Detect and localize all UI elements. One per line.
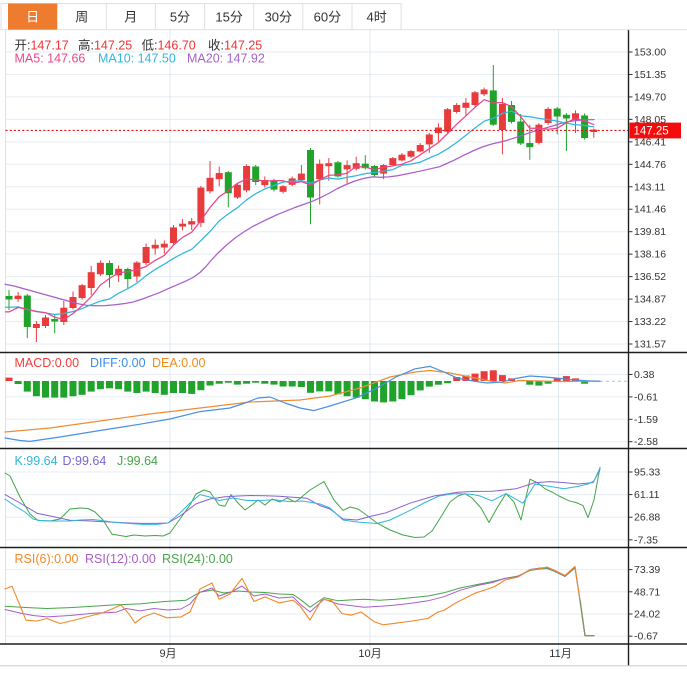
svg-text:133.22: 133.22 <box>634 316 666 328</box>
svg-text:-0.61: -0.61 <box>634 391 658 403</box>
svg-text:147.25: 147.25 <box>634 126 669 138</box>
svg-text:24.02: 24.02 <box>634 609 660 621</box>
svg-text:73.39: 73.39 <box>634 564 660 576</box>
svg-text:开:147.17高:147.25低:146.70收:147.: 开:147.17 高:147.25 低:146.70 收:147.25 <box>15 38 263 53</box>
svg-text:95.33: 95.33 <box>634 467 660 479</box>
svg-text:136.52: 136.52 <box>634 271 666 283</box>
svg-text:0.38: 0.38 <box>634 369 655 381</box>
svg-text:134.87: 134.87 <box>634 294 666 306</box>
svg-text:60分: 60分 <box>314 10 341 25</box>
svg-text:周: 周 <box>75 10 88 25</box>
svg-text:11月: 11月 <box>549 648 571 660</box>
svg-text:144.76: 144.76 <box>634 159 666 171</box>
svg-text:9月: 9月 <box>159 648 176 660</box>
svg-text:26.88: 26.88 <box>634 512 660 524</box>
svg-text:149.70: 149.70 <box>634 91 666 103</box>
svg-text:138.16: 138.16 <box>634 249 666 261</box>
svg-text:5分: 5分 <box>170 10 190 25</box>
svg-text:143.11: 143.11 <box>634 181 665 193</box>
svg-text:61.11: 61.11 <box>634 489 660 501</box>
svg-text:月: 月 <box>124 10 137 25</box>
svg-text:-0.67: -0.67 <box>634 631 658 643</box>
svg-text:4时: 4时 <box>366 10 386 25</box>
svg-text:-1.59: -1.59 <box>634 414 658 426</box>
svg-text:30分: 30分 <box>265 10 292 25</box>
svg-text:151.35: 151.35 <box>634 69 666 81</box>
svg-text:131.57: 131.57 <box>634 339 666 351</box>
svg-text:141.46: 141.46 <box>634 204 666 216</box>
svg-text:139.81: 139.81 <box>634 226 666 238</box>
svg-text:15分: 15分 <box>215 10 242 25</box>
svg-text:153.00: 153.00 <box>634 47 666 59</box>
svg-text:-7.35: -7.35 <box>634 534 658 546</box>
svg-text:146.41: 146.41 <box>634 136 666 148</box>
svg-text:日: 日 <box>26 10 39 25</box>
svg-text:K:99.64D:99.64J:99.64: K:99.64 D:99.64 J:99.64 <box>15 454 159 468</box>
svg-text:-2.58: -2.58 <box>634 436 658 448</box>
svg-text:48.71: 48.71 <box>634 586 660 598</box>
svg-text:10月: 10月 <box>358 648 381 660</box>
